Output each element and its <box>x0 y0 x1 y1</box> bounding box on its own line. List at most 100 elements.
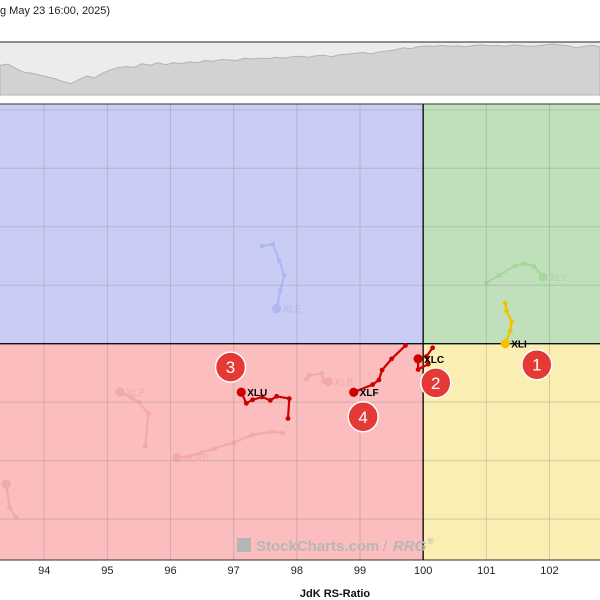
tail-point <box>281 272 287 278</box>
tail-point <box>269 428 274 434</box>
tail-label: XLRE <box>183 454 209 465</box>
tail-point <box>423 354 429 359</box>
tail-head <box>323 377 334 387</box>
tails: XLY XLI XLE XLC XLF XLU XLB XLP XLRE <box>1 241 568 520</box>
tail-head <box>1 479 11 489</box>
tail-point <box>7 504 12 510</box>
tail-point <box>136 399 142 405</box>
callout-number: 2 <box>431 374 440 393</box>
tail-point <box>376 377 382 383</box>
improving-quadrant <box>0 104 424 344</box>
benchmark-mini-chart <box>0 41 600 96</box>
callout-number: 1 <box>532 356 541 375</box>
tail-line <box>261 243 286 310</box>
callout-marker: 3 <box>214 351 247 383</box>
tail-point <box>504 308 509 314</box>
tail-line <box>485 262 545 284</box>
tail-head <box>272 304 282 314</box>
callout-circle <box>347 401 379 433</box>
tail-line <box>118 391 150 448</box>
chart-date-header: g May 23 16:00, 2025) <box>0 5 111 17</box>
tail-xlb: XLB <box>303 371 354 389</box>
tail-point <box>512 263 518 269</box>
tail-point <box>270 241 276 247</box>
tail-point <box>415 367 421 372</box>
watermark-registered: ® <box>427 536 434 546</box>
tail-point <box>379 367 385 373</box>
watermark-separator: / <box>383 538 388 555</box>
tail-point <box>425 361 431 367</box>
tail-point <box>199 450 205 455</box>
watermark: StockCharts.com / RRG ® <box>237 536 434 555</box>
x-tick-label: 100 <box>414 565 432 577</box>
tail-head <box>236 387 246 397</box>
tail-point <box>267 398 273 403</box>
tail-point <box>250 432 256 438</box>
tail-point <box>507 328 513 334</box>
callout-circle <box>214 351 247 383</box>
tail-line <box>352 344 407 394</box>
tail-head <box>349 387 359 397</box>
tail-point <box>187 454 192 459</box>
tail-point <box>142 443 148 449</box>
tail-point <box>319 371 325 376</box>
tail-point <box>128 395 134 400</box>
tail-point <box>259 243 265 249</box>
tail-xle: XLE <box>259 241 302 316</box>
tail-head <box>413 354 423 364</box>
tail-point <box>521 261 527 266</box>
callout-circle <box>420 367 452 399</box>
lagging-quadrant <box>0 343 424 560</box>
tail-xlf: XLF <box>349 343 408 399</box>
tail-label: XLF <box>360 388 379 399</box>
tail-point <box>320 378 326 384</box>
tail-point <box>483 280 489 286</box>
tail-xly: XLY <box>483 261 568 286</box>
tail-point <box>250 397 256 403</box>
x-tick-label: 102 <box>540 565 558 577</box>
tail-line <box>175 430 284 459</box>
tail-label: XLE <box>283 305 302 316</box>
tail-point <box>212 445 218 451</box>
tail-point <box>13 514 19 520</box>
tail-head <box>115 387 125 397</box>
tail-xlu: XLU <box>236 387 292 421</box>
tail-point <box>370 382 376 388</box>
x-tick-label: 97 <box>228 565 240 577</box>
tail-point <box>278 288 283 293</box>
tail-xlre: XLRE <box>172 428 286 465</box>
tail-point <box>307 372 312 378</box>
leading-quadrant <box>423 104 600 344</box>
tail-unnamed <box>1 479 19 520</box>
weakening-quadrant <box>423 343 600 560</box>
tail-point <box>146 411 151 417</box>
tail-xli: XLI <box>500 300 527 351</box>
tail-point <box>259 394 265 400</box>
tail-head <box>500 339 510 349</box>
quadrants <box>0 104 600 560</box>
x-tick-label: 95 <box>101 565 113 577</box>
tail-point <box>531 263 537 269</box>
tail-point <box>403 343 408 348</box>
x-tick-labels: 94 95 96 97 98 99 100 101 102 <box>38 565 559 577</box>
x-tick-label: 99 <box>354 565 366 577</box>
tail-xlp: XLP <box>115 387 151 449</box>
x-tick-label: 98 <box>291 565 303 577</box>
tail-point <box>496 272 502 278</box>
callout-marker: 2 <box>420 367 452 399</box>
tail-line <box>5 482 17 519</box>
tail-point <box>389 356 394 362</box>
tail-point <box>502 300 508 306</box>
callout-marker: 1 <box>521 348 553 381</box>
x-axis-label: JdK RS-Ratio <box>300 588 371 600</box>
tail-point <box>430 345 436 351</box>
callout-circle <box>521 348 553 381</box>
tail-line <box>305 372 330 383</box>
tail-label: XLC <box>424 355 444 366</box>
mini-chart-area <box>0 43 600 96</box>
tail-xlc: XLC <box>413 345 444 372</box>
tail-label: XLI <box>511 340 527 351</box>
tail-point <box>243 400 249 406</box>
watermark-brand: StockCharts.com <box>256 538 379 555</box>
